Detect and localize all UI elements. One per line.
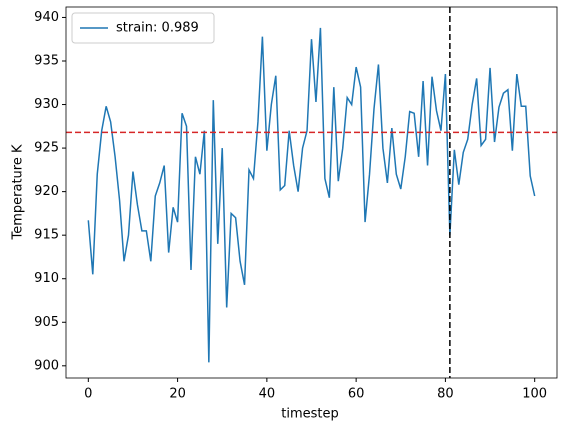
x-tick-label: 60 bbox=[348, 387, 365, 402]
x-tick-label: 100 bbox=[522, 387, 547, 402]
y-axis-label: Temperature K bbox=[11, 144, 26, 240]
y-tick-label: 935 bbox=[34, 53, 59, 68]
plot-frame bbox=[65, 6, 558, 379]
y-tick-label: 905 bbox=[34, 315, 59, 330]
data-line bbox=[87, 27, 536, 363]
x-tick-label: 80 bbox=[437, 387, 454, 402]
legend-label: strain: 0.989 bbox=[116, 21, 199, 36]
x-tick-label: 0 bbox=[84, 387, 92, 402]
y-tick-label: 920 bbox=[34, 184, 59, 199]
x-tick-label: 40 bbox=[259, 387, 276, 402]
y-tick-label: 900 bbox=[34, 358, 59, 373]
y-tick-label: 940 bbox=[34, 10, 59, 25]
y-tick-label: 915 bbox=[34, 228, 59, 243]
x-axis-label: timestep bbox=[281, 407, 339, 422]
x-tick-label: 20 bbox=[169, 387, 186, 402]
y-tick-label: 925 bbox=[34, 141, 59, 156]
y-tick-label: 910 bbox=[34, 271, 59, 286]
y-tick-label: 930 bbox=[34, 97, 59, 112]
legend-box bbox=[71, 12, 215, 44]
